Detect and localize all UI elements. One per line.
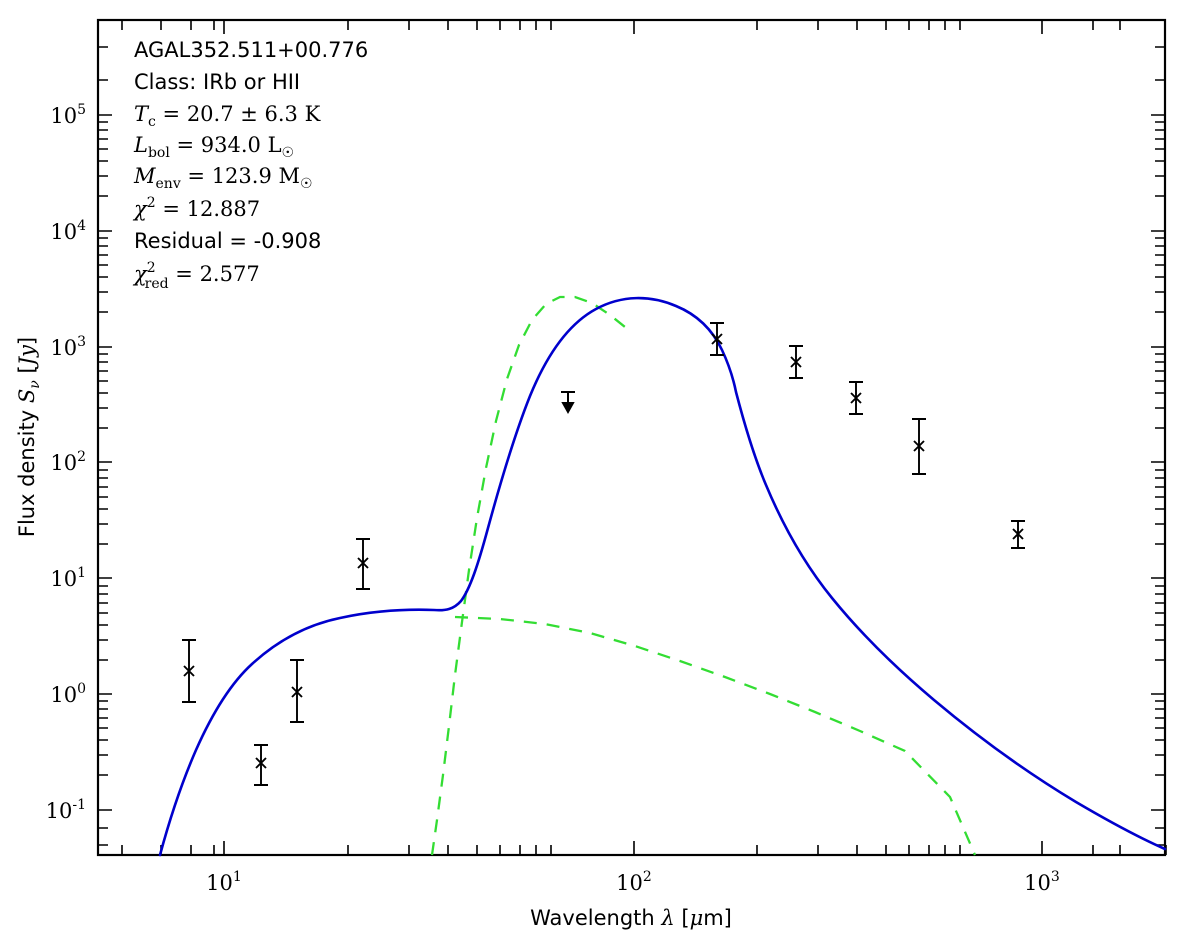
x-tick-label-mantissa-0: 10 [206,871,233,895]
annotation-block: AGAL352.511+00.776 Class: IRb or HII Tc … [132,38,368,292]
plot-frame [96,18,1167,857]
x-tick-label-exponent-2: 3 [1051,869,1060,885]
chi2-exponent: 2 [147,195,156,211]
y-tick-label-exponent-3: 2 [77,449,86,465]
lbol-unit-subscript: ☉ [282,145,295,161]
upper-limit-marker [561,391,575,415]
svg-text:10-1: 10-1 [46,797,86,823]
tc-symbol: T [134,102,150,126]
x-tick-label-exponent-1: 2 [643,869,652,885]
y-axis-ticks [98,46,1165,846]
menv-unit-subscript: ☉ [300,176,313,192]
svg-text:102: 102 [616,869,652,895]
y-tick-label-exponent-1: 0 [77,681,86,697]
svg-text:Flux density Sν [Jy]: Flux density Sν [Jy] [15,337,43,537]
x-axis-ticks [121,20,1167,855]
y-tick-label-mantissa-3: 10 [50,451,77,475]
x-tick-label-mantissa-1: 10 [616,871,643,895]
annotation-source-name: AGAL352.511+00.776 [134,38,368,62]
x-tick-label-mantissa-2: 10 [1024,871,1051,895]
chi2red-subscript: red [145,276,169,292]
y-tick-label-mantissa-2: 10 [50,567,77,591]
svg-text:101: 101 [50,565,86,591]
total-model-curve [158,296,1167,857]
chi2red-symbol: χ [132,262,148,286]
tc-subscript: c [148,114,156,130]
svg-text:104: 104 [50,218,86,244]
x-tick-labels: 101 102 103 [206,869,1060,895]
annotation-residual: Residual = -0.908 [134,229,321,253]
data-point [290,659,304,723]
y-axis-title: Flux density Sν [Jy] [15,337,43,537]
data-point [789,345,803,379]
tc-value: = 20.7 ± 6.3 K [163,102,321,126]
svg-text:105: 105 [50,102,86,128]
svg-text:Wavelength λ [μm]: Wavelength λ [μm] [530,906,732,930]
y-tick-label-mantissa-6: 10 [50,104,77,128]
data-point [849,381,863,415]
svg-text:103: 103 [50,334,86,360]
annotation-chi-squared: χ2 = 12.887 [132,195,260,221]
data-point [912,418,926,475]
y-tick-label-mantissa-5: 10 [50,220,77,244]
svg-text:101: 101 [206,869,242,895]
hot-component-curve [430,295,631,856]
menv-symbol: M [133,164,156,188]
y-tick-label-mantissa-0: 10 [46,799,73,823]
y-tick-label-exponent-4: 3 [77,334,86,350]
data-point [710,322,724,356]
annotation-mass: Menv = 123.9 M☉ [133,164,313,192]
menv-subscript: env [156,176,181,192]
data-point [356,538,370,590]
photometry-points [182,322,1025,786]
y-tick-label-exponent-5: 4 [77,218,86,234]
chi2-symbol: χ [132,197,148,221]
data-point [1011,520,1025,549]
data-point [182,639,196,703]
chi2red-exponent: 2 [147,260,156,276]
annotation-chi-squared-reduced: χ2 red = 2.577 [132,260,260,292]
y-tick-label-exponent-6: 5 [77,102,86,118]
chi2-value: = 12.887 [162,197,260,221]
svg-text:100: 100 [50,681,86,707]
data-point [254,744,268,786]
lbol-value: = 934.0 L [177,133,282,157]
x-tick-label-exponent-0: 1 [233,869,242,885]
y-tick-label-exponent-2: 1 [77,565,86,581]
y-tick-label-exponent-0: -1 [72,797,86,813]
annotation-luminosity: Lbol = 934.0 L☉ [133,133,294,161]
cold-component-curve [454,615,977,856]
menv-value: = 123.9 M [187,164,300,188]
chi2red-value: = 2.577 [175,262,259,286]
lbol-subscript: bol [148,145,170,161]
svg-text:103: 103 [1024,869,1060,895]
x-axis-title: Wavelength λ [μm] [530,906,732,930]
lbol-symbol: L [133,133,148,157]
svg-text:102: 102 [50,449,86,475]
annotation-class: Class: IRb or HII [134,70,300,94]
y-tick-label-mantissa-4: 10 [50,336,77,360]
y-tick-label-mantissa-1: 10 [50,683,77,707]
annotation-temperature: Tc = 20.7 ± 6.3 K [134,102,321,130]
y-tick-labels: 10-1 100 101 102 103 104 105 [46,102,86,823]
